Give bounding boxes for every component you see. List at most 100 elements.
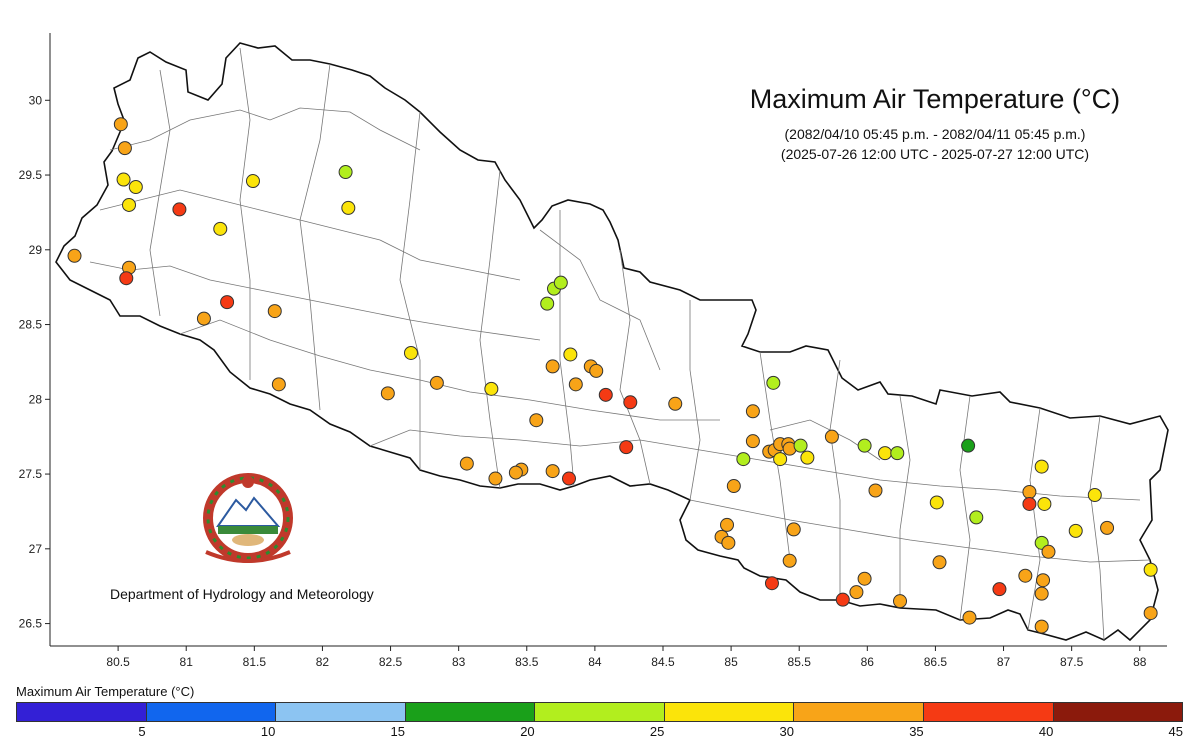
station-point — [893, 594, 908, 609]
station-point — [720, 517, 735, 532]
station-point — [721, 535, 736, 550]
x-axis-ticks: 80.5 81 81.5 82 82.5 83 83.5 84 84.5 85 85.5 86 86.5… — [106, 646, 1147, 669]
station-point — [380, 386, 395, 401]
station-point — [766, 375, 781, 390]
legend-color-swatch — [276, 703, 406, 721]
station-point — [800, 450, 815, 465]
station-point — [403, 345, 418, 360]
organization-name: Department of Hydrology and Meteorology — [110, 586, 374, 602]
legend-color-swatch — [664, 703, 795, 721]
station-point — [932, 555, 947, 570]
station-point — [764, 576, 779, 591]
legend-color-swatch — [794, 703, 924, 721]
y-tick-label: 29.5 — [19, 168, 43, 182]
legend-color-swatch — [1053, 703, 1183, 721]
station-point — [1100, 520, 1115, 535]
station-point — [484, 381, 499, 396]
legend-tick-label: 45 — [1168, 724, 1183, 739]
station-point — [1041, 544, 1056, 559]
y-tick-label: 26.5 — [19, 617, 43, 631]
station-point — [341, 200, 356, 215]
legend-tick-label: 35 — [909, 724, 924, 739]
subtitle-nepali-date: (2082/04/10 05:45 p.m. - 2082/04/11 05:4… — [784, 126, 1086, 142]
y-tick-label: 27.5 — [19, 467, 43, 481]
legend-tick-label: 20 — [520, 724, 535, 739]
station-point — [1143, 606, 1158, 621]
legend-tick-label: 5 — [138, 724, 146, 739]
station-point — [545, 464, 560, 479]
legend-color-swatch — [405, 703, 536, 721]
station-point — [589, 363, 604, 378]
station-point — [271, 377, 286, 392]
map-title: Maximum Air Temperature (°C) — [749, 84, 1121, 114]
station-point — [113, 117, 128, 132]
station-point — [598, 387, 613, 402]
station-point — [529, 413, 544, 428]
x-tick-label: 87 — [997, 655, 1011, 669]
station-point — [962, 610, 977, 625]
legend-title: Maximum Air Temperature (°C) — [16, 684, 195, 699]
legend-color-swatch — [146, 703, 277, 721]
legend-tick-label: 40 — [1038, 724, 1054, 739]
x-tick-label: 86 — [861, 655, 875, 669]
station-point — [338, 165, 353, 180]
station-point — [553, 275, 568, 290]
x-tick-label: 81.5 — [243, 655, 267, 669]
station-point — [745, 404, 760, 419]
y-axis-ticks: 26.5 27 27.5 28 28.5 29 29.5 30 — [19, 93, 50, 631]
map-plot: 80.5 81 81.5 82 82.5 83 83.5 84 84.5 85 85.5 86 86.5… — [19, 33, 1169, 669]
x-tick-label: 81 — [180, 655, 194, 669]
station-point — [824, 429, 839, 444]
station-point — [561, 471, 576, 486]
station-point — [773, 452, 788, 467]
station-point — [1087, 487, 1102, 502]
station-point — [736, 452, 751, 467]
legend-tick-label: 30 — [779, 724, 794, 739]
x-tick-label: 88 — [1133, 655, 1147, 669]
x-tick-label: 83.5 — [515, 655, 539, 669]
legend-tick-labels: 5 10 15 20 25 30 35 40 45 — [16, 724, 1183, 744]
station-point — [540, 296, 555, 311]
station-point — [429, 375, 444, 390]
x-tick-label: 82 — [316, 655, 330, 669]
station-point — [1037, 496, 1052, 511]
legend-color-swatch — [17, 703, 147, 721]
legend-tick-label: 25 — [649, 724, 665, 739]
x-tick-label: 80.5 — [106, 655, 130, 669]
station-point — [116, 172, 131, 187]
station-point — [220, 295, 235, 310]
station-point — [745, 434, 760, 449]
station-point — [961, 438, 976, 453]
station-point — [857, 438, 872, 453]
x-tick-label: 84.5 — [651, 655, 675, 669]
station-point — [459, 456, 474, 471]
station-point — [969, 510, 984, 525]
x-tick-label: 87.5 — [1060, 655, 1084, 669]
x-tick-label: 83 — [452, 655, 466, 669]
x-tick-label: 84 — [588, 655, 602, 669]
station-points — [67, 117, 1158, 634]
station-point — [786, 522, 801, 537]
station-point — [878, 446, 893, 461]
y-tick-label: 29 — [29, 243, 43, 257]
station-point — [668, 396, 683, 411]
station-point — [623, 395, 638, 410]
x-tick-label: 86.5 — [924, 655, 948, 669]
legend-color-swatch — [923, 703, 1054, 721]
station-point — [172, 202, 187, 217]
station-point — [1036, 573, 1051, 588]
x-tick-label: 82.5 — [379, 655, 403, 669]
station-point — [122, 197, 137, 212]
station-point — [568, 377, 583, 392]
x-tick-label: 85.5 — [788, 655, 812, 669]
station-point — [849, 585, 864, 600]
station-point — [793, 438, 808, 453]
station-point — [488, 471, 503, 486]
station-point — [1068, 523, 1083, 538]
station-point — [782, 553, 797, 568]
subtitle-utc-date: (2025-07-26 12:00 UTC - 2025-07-27 12:00… — [780, 146, 1090, 162]
station-point — [726, 479, 741, 494]
station-point — [213, 221, 228, 236]
station-point — [267, 304, 282, 319]
station-point — [890, 446, 905, 461]
